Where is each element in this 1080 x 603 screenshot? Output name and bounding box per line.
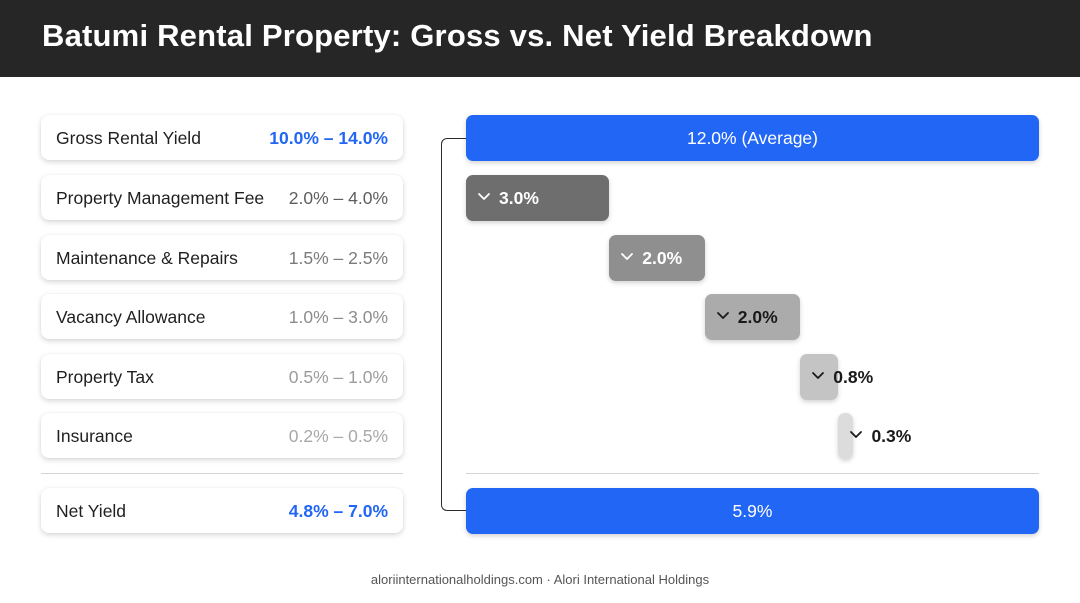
yield-row-range: 10.0% – 14.0% xyxy=(269,128,388,148)
deduction-bar: 0.3% xyxy=(838,413,911,459)
footer-text: aloriinternationalholdings.com · Alori I… xyxy=(370,572,710,587)
chevron-down-icon xyxy=(812,372,825,379)
deduction-bar: 2.0% xyxy=(704,294,801,340)
yield-row-range: 1.0% – 3.0% xyxy=(288,307,388,327)
yield-row-card: Property Tax 0.5% – 1.0% xyxy=(41,354,403,399)
net-yield-card: Net Yield 4.8% – 7.0% xyxy=(41,488,403,533)
list-divider xyxy=(41,473,403,474)
net-yield-range: 4.8% – 7.0% xyxy=(288,501,388,521)
yield-row-label: Vacancy Allowance xyxy=(56,307,206,327)
deduction-bar: 3.0% xyxy=(466,175,610,221)
yield-row-card: Property Management Fee 2.0% – 4.0% xyxy=(41,175,403,220)
header-bar: Batumi Rental Property: Gross vs. Net Yi… xyxy=(0,0,1080,77)
yield-row-card: Vacancy Allowance 1.0% – 3.0% xyxy=(41,294,403,339)
deduction-bar-label: 2.0% xyxy=(737,307,778,327)
deduction-bar: 2.0% xyxy=(609,235,705,281)
deduction-bar: 0.8% xyxy=(800,354,873,400)
deduction-bar-label: 2.0% xyxy=(642,248,683,268)
yield-row-label: Gross Rental Yield xyxy=(56,128,201,148)
yield-row-range: 0.5% – 1.0% xyxy=(288,367,388,387)
chevron-down-icon xyxy=(716,312,729,319)
yield-row-label: Maintenance & Repairs xyxy=(56,248,238,268)
deduction-bar-label: 0.8% xyxy=(833,367,874,387)
chart-bracket xyxy=(441,138,466,511)
yield-row-range: 2.0% – 4.0% xyxy=(288,188,388,208)
gross-yield-bar: 12.0% (Average) xyxy=(466,115,1039,161)
yield-row-label: Property Management Fee xyxy=(56,188,265,208)
yield-row-card: Maintenance & Repairs 1.5% – 2.5% xyxy=(41,235,403,280)
net-yield-bar: 5.9% xyxy=(466,488,1039,534)
yield-row-label: Insurance xyxy=(56,426,133,446)
yield-row-card: Insurance 0.2% – 0.5% xyxy=(41,413,403,458)
net-yield-label: Net Yield xyxy=(56,501,127,521)
yield-row-card: Gross Rental Yield 10.0% – 14.0% xyxy=(41,115,403,160)
chevron-down-icon xyxy=(621,253,634,260)
yield-row-range: 0.2% – 0.5% xyxy=(288,426,388,446)
deduction-bar-label: 3.0% xyxy=(499,188,539,208)
deduction-bar-label: 0.3% xyxy=(871,426,912,446)
yield-row-range: 1.5% – 2.5% xyxy=(288,248,388,268)
gross-yield-bar-label: 12.0% (Average) xyxy=(686,128,818,148)
chevron-down-icon xyxy=(850,431,863,438)
page-title: Batumi Rental Property: Gross vs. Net Yi… xyxy=(42,18,873,53)
yield-row-label: Property Tax xyxy=(56,367,154,387)
net-yield-bar-label: 5.9% xyxy=(732,501,773,521)
chevron-down-icon xyxy=(478,193,490,200)
chart-divider xyxy=(466,473,1039,474)
